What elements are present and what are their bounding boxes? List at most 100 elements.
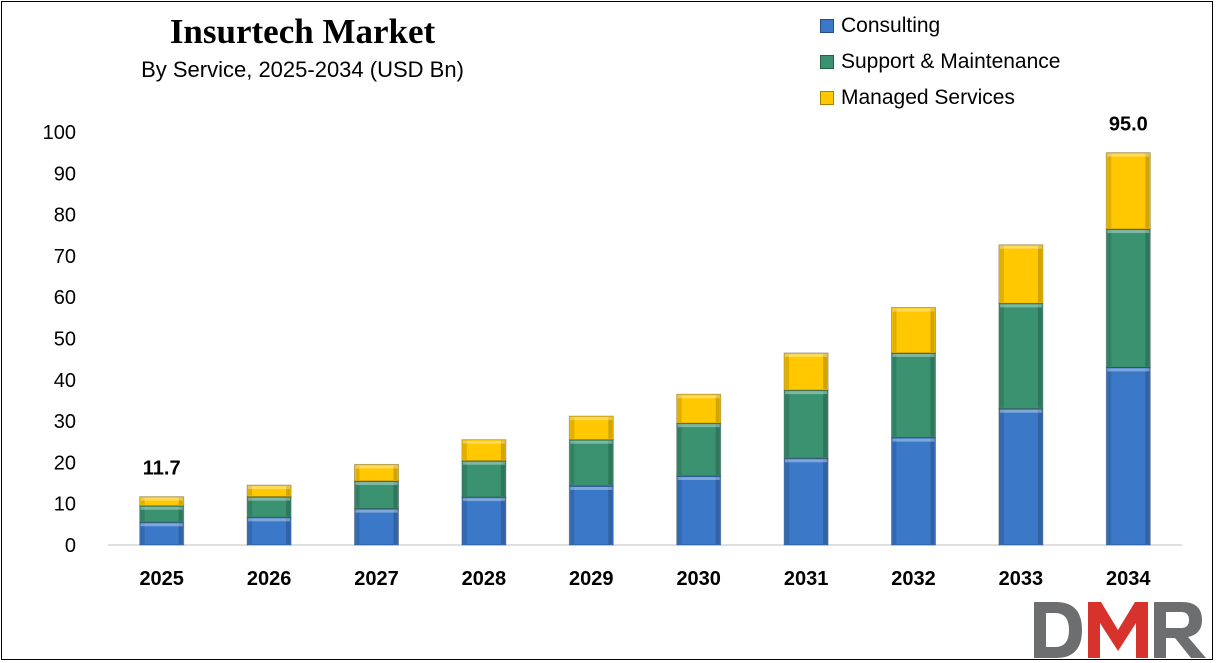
bar-bevel-top-managed-services-2028 xyxy=(462,440,505,444)
bar-edge-managed-services-2029 xyxy=(568,415,614,441)
bar-bevel-left-managed-services-2029 xyxy=(570,417,575,439)
bar-edge-consulting-2034 xyxy=(1105,366,1151,546)
bar-bevel-right-consulting-2034 xyxy=(1145,368,1150,544)
bar-bevel-right-support-maintenance-2029 xyxy=(608,440,613,485)
bar-bevel-top-managed-services-2029 xyxy=(570,417,613,421)
bar-bevel-right-managed-services-2033 xyxy=(1037,245,1042,303)
bar-consulting-2029 xyxy=(569,485,614,545)
bar-bevel-right-managed-services-2032 xyxy=(930,308,935,352)
x-tick-label-2031: 2031 xyxy=(784,568,829,590)
bar-bevel-top-managed-services-2033 xyxy=(999,245,1042,249)
bar-edge-consulting-2027 xyxy=(354,508,399,546)
bar-bevel-right-support-maintenance-2033 xyxy=(1037,304,1042,408)
x-tick-label-2027: 2027 xyxy=(354,568,399,590)
legend-swatch-support-maintenance xyxy=(820,55,834,69)
bar-bevel-right-consulting-2031 xyxy=(823,459,828,544)
bar-bevel-top-managed-services-2030 xyxy=(677,395,720,399)
bar-bevel-right-managed-services-2034 xyxy=(1145,153,1150,229)
legend-swatch-consulting xyxy=(820,19,834,33)
bar-consulting-2033 xyxy=(998,408,1043,545)
bar-bevel-left-consulting-2030 xyxy=(677,477,682,544)
bar-bevel-left-managed-services-2026 xyxy=(248,486,253,496)
bar-bevel-top-managed-services-2031 xyxy=(785,353,828,357)
bar-bevel-left-support-maintenance-2028 xyxy=(462,461,467,497)
bar-managed-services-2034 xyxy=(1106,152,1151,230)
x-tick-label-2029: 2029 xyxy=(569,568,614,590)
bar-support-maintenance-2031 xyxy=(784,390,829,459)
bar-bevel-left-support-maintenance-2033 xyxy=(999,304,1004,408)
bar-bevel-left-consulting-2028 xyxy=(462,498,467,544)
bar-bevel-top-managed-services-2026 xyxy=(248,486,291,490)
bar-bevel-right-managed-services-2026 xyxy=(286,486,291,496)
bar-consulting-2026 xyxy=(247,517,292,545)
bar-support-maintenance-2025 xyxy=(139,505,184,523)
bar-bevel-top-support-maintenance-2029 xyxy=(570,440,613,444)
bar-bevel-left-support-maintenance-2029 xyxy=(570,440,575,485)
bar-bevel-left-managed-services-2034 xyxy=(1107,153,1112,229)
bar-bevel-top-consulting-2027 xyxy=(355,509,398,513)
bar-support-maintenance-2034 xyxy=(1106,229,1151,368)
bar-bevel-top-support-maintenance-2027 xyxy=(355,481,398,485)
bar-bevel-top-consulting-2029 xyxy=(570,486,613,490)
bar-edge-consulting-2028 xyxy=(461,496,507,546)
y-tick-label: 40 xyxy=(54,370,76,392)
bar-consulting-2030 xyxy=(676,476,721,545)
bar-bevel-top-managed-services-2032 xyxy=(892,308,935,312)
bar-edge-managed-services-2027 xyxy=(354,463,399,482)
bar-bevel-top-consulting-2032 xyxy=(892,438,935,442)
bar-bevel-right-support-maintenance-2026 xyxy=(286,497,291,517)
bar-managed-services-2028 xyxy=(461,439,506,461)
bar-support-maintenance-2033 xyxy=(998,303,1043,409)
bar-bevel-right-managed-services-2030 xyxy=(715,395,720,423)
bar-bevel-right-consulting-2029 xyxy=(608,486,613,544)
bar-support-maintenance-2029 xyxy=(569,439,614,486)
bar-bevel-left-managed-services-2030 xyxy=(677,395,682,423)
bar-bevel-top-support-maintenance-2031 xyxy=(785,391,828,395)
bar-bevel-left-support-maintenance-2030 xyxy=(677,424,682,476)
bar-support-maintenance-2032 xyxy=(891,352,936,438)
y-tick-label: 0 xyxy=(65,535,76,557)
x-tick-label-2026: 2026 xyxy=(247,568,292,590)
bar-consulting-2031 xyxy=(784,458,829,545)
bar-bevel-top-managed-services-2025 xyxy=(140,497,183,501)
bar-bevel-top-consulting-2030 xyxy=(677,477,720,481)
bar-bevel-top-support-maintenance-2033 xyxy=(999,304,1042,308)
bar-managed-services-2026 xyxy=(247,485,292,497)
bar-bevel-top-support-maintenance-2026 xyxy=(248,497,291,501)
bar-managed-services-2025 xyxy=(139,496,184,506)
y-tick-label: 20 xyxy=(54,452,76,474)
legend-label-support-maintenance: Support & Maintenance xyxy=(841,50,1061,73)
x-tick-label-2025: 2025 xyxy=(139,568,184,590)
x-tick-label-2034: 2034 xyxy=(1106,568,1151,590)
x-tick-label-2032: 2032 xyxy=(891,568,936,590)
bar-managed-services-2027 xyxy=(354,464,399,481)
y-tick-label: 30 xyxy=(54,411,76,433)
data-label-2025: 11.7 xyxy=(143,458,181,480)
bar-bevel-right-consulting-2032 xyxy=(930,438,935,544)
dmr-logo-icon xyxy=(1034,602,1206,658)
bar-bevel-top-support-maintenance-2034 xyxy=(1107,230,1150,234)
bar-bevel-top-consulting-2025 xyxy=(140,523,183,527)
bar-bevel-top-consulting-2031 xyxy=(785,459,828,463)
bar-bevel-right-support-maintenance-2025 xyxy=(178,506,183,522)
chart-subtitle: By Service, 2025-2034 (USD Bn) xyxy=(141,57,464,82)
bar-bevel-left-support-maintenance-2032 xyxy=(892,353,897,437)
bar-bevel-top-managed-services-2034 xyxy=(1107,153,1150,157)
bar-consulting-2027 xyxy=(354,508,399,545)
bar-bevel-top-support-maintenance-2030 xyxy=(677,424,720,428)
bar-consulting-2028 xyxy=(461,497,506,545)
bar-support-maintenance-2030 xyxy=(676,423,721,477)
y-tick-label: 90 xyxy=(54,163,76,185)
bar-bevel-left-support-maintenance-2027 xyxy=(355,481,360,508)
bar-bevel-right-managed-services-2027 xyxy=(393,465,398,480)
bar-bevel-right-consulting-2028 xyxy=(500,498,505,544)
bar-bevel-left-consulting-2032 xyxy=(892,438,897,544)
bar-bevel-left-consulting-2031 xyxy=(785,459,790,544)
bar-bevel-left-consulting-2027 xyxy=(355,509,360,544)
bar-managed-services-2031 xyxy=(784,352,829,391)
legend-label-consulting: Consulting xyxy=(841,14,941,37)
bar-bevel-top-managed-services-2027 xyxy=(355,465,398,469)
legend-item-managed-services: Managed Services xyxy=(820,80,1060,116)
bar-bevel-top-consulting-2026 xyxy=(248,518,291,522)
bar-bevel-top-consulting-2034 xyxy=(1107,368,1150,372)
